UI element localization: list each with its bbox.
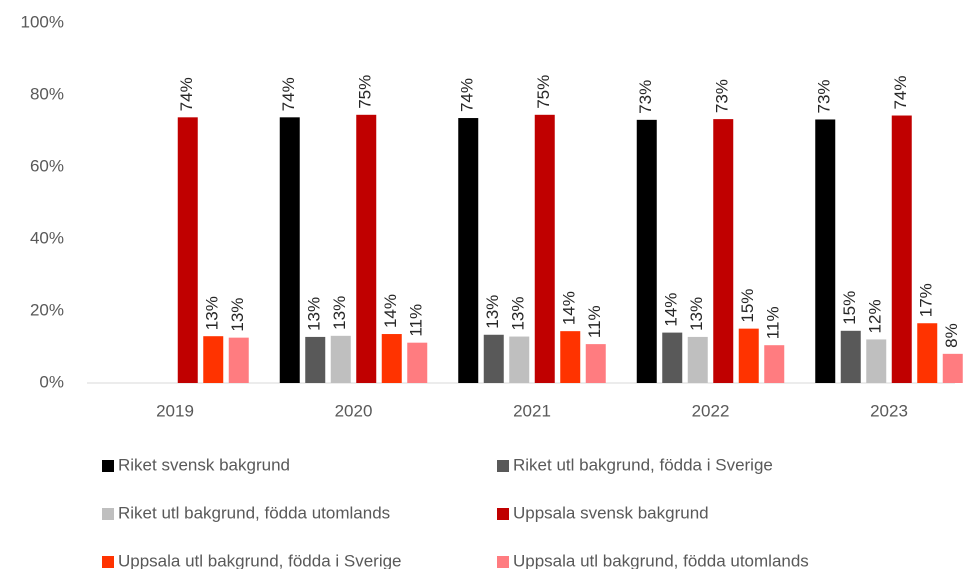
data-label: 13% <box>483 295 502 329</box>
data-label: 73% <box>636 80 655 114</box>
data-label: 73% <box>713 79 732 113</box>
data-label: 74% <box>458 78 477 112</box>
x-tick-label: 2022 <box>692 401 730 420</box>
bar <box>917 323 938 383</box>
bar <box>687 336 708 383</box>
y-tick-label: 80% <box>30 84 64 103</box>
bar <box>458 118 479 383</box>
legend-swatch <box>102 460 114 472</box>
y-tick-label: 20% <box>30 300 64 319</box>
data-label: 15% <box>840 291 859 325</box>
legend-label: Riket svensk bakgrund <box>118 455 290 474</box>
data-label: 73% <box>815 79 834 113</box>
bar <box>840 330 861 383</box>
bar <box>279 117 300 383</box>
legend-swatch <box>497 508 509 520</box>
data-label: 74% <box>891 75 910 109</box>
data-label: 14% <box>381 294 400 328</box>
legend-label: Uppsala svensk bakgrund <box>513 503 709 522</box>
bar <box>356 114 377 384</box>
bar <box>713 119 734 384</box>
legend-label: Uppsala utl bakgrund, födda i Sverige <box>118 551 402 569</box>
bar <box>866 339 887 383</box>
data-label: 8% <box>942 323 961 348</box>
bar <box>942 353 963 383</box>
bar <box>662 332 683 383</box>
x-tick-label: 2020 <box>335 401 373 420</box>
bar <box>330 335 351 383</box>
data-label: 74% <box>177 77 196 111</box>
legend-swatch <box>102 508 114 520</box>
bar <box>891 115 912 384</box>
y-tick-label: 0% <box>39 372 64 391</box>
data-label: 13% <box>203 296 222 330</box>
data-label: 74% <box>279 77 298 111</box>
bar <box>534 114 555 384</box>
x-tick-label: 2021 <box>513 401 551 420</box>
data-label: 13% <box>687 297 706 331</box>
bar <box>407 342 428 383</box>
data-label: 14% <box>662 293 681 327</box>
legend-label: Riket utl bakgrund, födda utomlands <box>118 503 390 522</box>
data-label: 13% <box>509 297 528 331</box>
legend-swatch <box>497 556 509 568</box>
bar <box>815 119 836 383</box>
bar <box>764 345 785 383</box>
y-tick-label: 100% <box>21 12 64 31</box>
data-label: 13% <box>228 298 247 332</box>
bar <box>483 334 504 383</box>
data-label: 75% <box>534 75 553 109</box>
data-label: 13% <box>330 296 349 330</box>
data-label: 11% <box>764 306 783 339</box>
bar <box>585 344 606 383</box>
bar <box>509 336 530 383</box>
data-label: 12% <box>866 299 885 333</box>
x-tick-label: 2019 <box>156 401 194 420</box>
y-tick-label: 40% <box>30 228 64 247</box>
data-label: 13% <box>305 297 324 331</box>
data-label: 14% <box>560 291 579 325</box>
bar <box>381 334 402 383</box>
bar <box>203 336 224 383</box>
y-tick-label: 60% <box>30 156 64 175</box>
legend-label: Riket utl bakgrund, födda i Sverige <box>513 455 773 474</box>
legend-label: Uppsala utl bakgrund, födda utomlands <box>513 551 809 569</box>
data-label: 11% <box>407 304 426 337</box>
data-label: 11% <box>585 305 604 338</box>
data-label: 75% <box>356 75 375 109</box>
legend-swatch <box>497 460 509 472</box>
bar <box>177 117 198 383</box>
data-label: 17% <box>917 283 936 317</box>
data-label: 15% <box>738 289 757 323</box>
bar <box>636 119 657 383</box>
bar <box>560 331 581 383</box>
bar <box>738 328 759 383</box>
x-tick-label: 2023 <box>870 401 908 420</box>
bar <box>228 337 249 383</box>
legend-swatch <box>102 556 114 568</box>
bar <box>305 336 326 383</box>
